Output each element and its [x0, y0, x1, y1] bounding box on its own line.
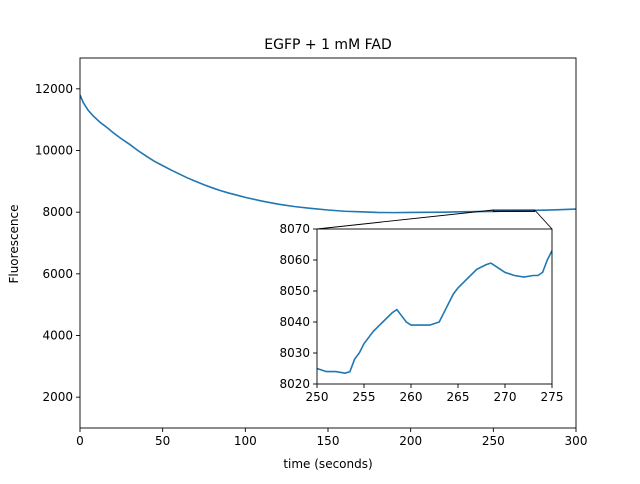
inset-y-tick-label: 8020: [279, 377, 310, 391]
y-axis-label: Fluorescence: [7, 204, 21, 283]
main-y-tick-label: 6000: [42, 267, 73, 281]
main-x-tick-label: 200: [399, 434, 422, 448]
inset-x-tick-label: 270: [494, 390, 517, 404]
zoom-connectors: [316, 209, 553, 230]
x-axis-label: time (seconds): [283, 457, 372, 471]
main-x-tick-label: 300: [565, 434, 588, 448]
inset-x-tick-label: 275: [541, 390, 564, 404]
inset-y-tick-label: 8050: [279, 284, 310, 298]
main-x-tick-label: 250: [482, 434, 505, 448]
main-x-tick-label: 0: [76, 434, 84, 448]
inset-series-line-0: [317, 250, 552, 374]
inset-y-tick-label: 8030: [279, 346, 310, 360]
main-y-tick-label: 10000: [35, 144, 73, 158]
main-y-tick-label: 8000: [42, 205, 73, 219]
inset-x-tick-label: 250: [306, 390, 329, 404]
inset-y-tick-label: 8040: [279, 315, 310, 329]
inset-y-tick-label: 8070: [279, 222, 310, 236]
chart-title: EGFP + 1 mM FAD: [264, 37, 391, 53]
main-y-tick-label: 2000: [42, 390, 73, 404]
main-x-tick-label: 50: [155, 434, 170, 448]
inset-x-tick-label: 255: [353, 390, 376, 404]
main-x-tick-label: 150: [317, 434, 340, 448]
main-plot: 0 50 100 150 200 250 300 2000 4000 6000 8000 10000 1…: [35, 57, 588, 448]
zoom-connector-right: [534, 209, 553, 230]
inset-y-tick-label: 8060: [279, 253, 310, 267]
main-y-tick-label: 4000: [42, 329, 73, 343]
inset-plot: 250 255 260 265 270 275 8020 8030 8040 8050 8060 80…: [279, 222, 563, 404]
main-series-line-0: [80, 94, 576, 214]
main-x-tick-label: 100: [234, 434, 257, 448]
inset-x-tick-label: 265: [447, 390, 470, 404]
inset-x-tick-label: 260: [400, 390, 423, 404]
main-y-tick-label: 12000: [35, 82, 73, 96]
inset-frame: [316, 228, 553, 385]
zoom-connector-left: [316, 209, 494, 230]
zoom-region-rect: [492, 209, 536, 212]
